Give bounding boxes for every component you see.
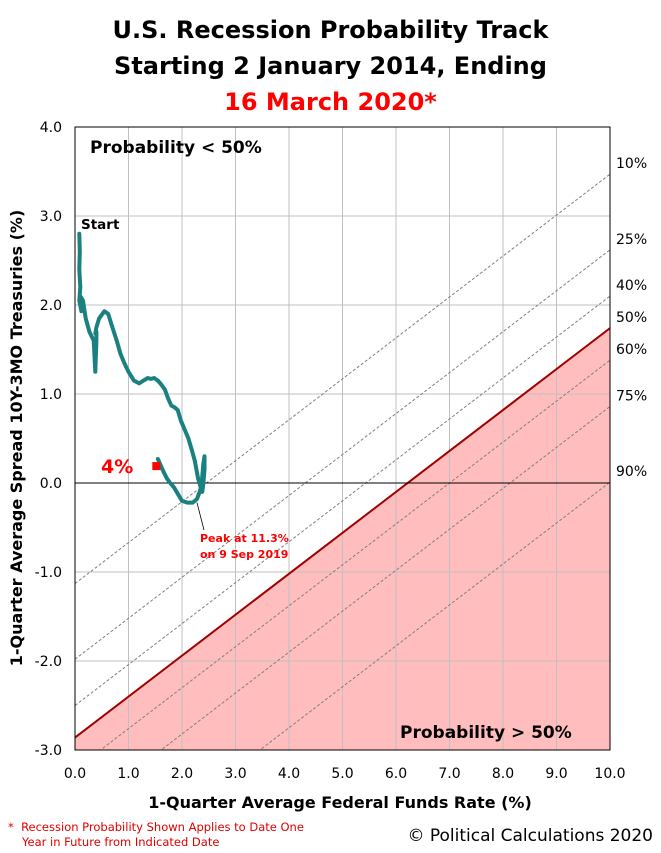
y-tick-label-7: -3.0	[35, 743, 62, 759]
contour-line-40pct	[75, 295, 610, 706]
chart-title-line-2: Starting 2 January 2014, Ending	[114, 52, 547, 80]
y-tick-label-2: 2.0	[40, 298, 62, 314]
chart-title-line-3: 16 March 2020*	[224, 88, 437, 116]
y-tick-label-4: 0.0	[40, 476, 62, 492]
contour-line-60pct	[99, 359, 610, 750]
chart-title-line-1: U.S. Recession Probability Track	[112, 16, 549, 44]
x-tick-label-4: 4.0	[278, 766, 300, 782]
peak-label-line-1: Peak at 11.3%	[200, 532, 289, 545]
lower-region-label: Probability > 50%	[400, 723, 572, 743]
copyright-text: © Political Calculations 2020	[407, 826, 653, 846]
y-tick-label-3: 1.0	[40, 387, 62, 403]
y-tick-label-6: -2.0	[35, 654, 62, 670]
x-tick-label-9: 9.0	[545, 766, 567, 782]
contour-line-25pct	[75, 249, 610, 660]
threshold-line-50pct	[75, 327, 610, 739]
x-tick-label-8: 8.0	[492, 766, 514, 782]
y-tick-label-1: 3.0	[40, 209, 62, 225]
upper-region-label: Probability < 50%	[90, 138, 262, 158]
footnote-text-1: Recession Probability Shown Applies to D…	[21, 820, 304, 834]
current-probability-label: 4%	[101, 456, 133, 478]
x-tick-label-7: 7.0	[438, 766, 460, 782]
x-tick-label-3: 3.0	[224, 766, 246, 782]
contour-label-10pct: 10%	[616, 156, 647, 172]
contour-line-90pct	[259, 481, 610, 750]
peak-leader-line	[196, 502, 205, 531]
peak-label-line-2: on 9 Sep 2019	[200, 548, 288, 561]
x-tick-label-1: 1.0	[117, 766, 139, 782]
contour-line-10pct	[75, 173, 610, 584]
probability-track-line	[77, 231, 207, 505]
contour-label-60pct: 60%	[616, 342, 647, 358]
y-tick-label-0: 4.0	[40, 120, 62, 136]
contour-line-75pct	[160, 406, 610, 750]
y-axis-title: 1-Quarter Average Spread 10Y-3MO Treasur…	[7, 210, 26, 667]
footnote-text-2: Year in Future from Indicated Date	[22, 835, 220, 849]
current-position-marker	[152, 462, 161, 471]
footnote: * Recession Probability Shown Applies to…	[8, 820, 304, 850]
start-label: Start	[81, 217, 120, 233]
contour-label-90pct: 90%	[616, 464, 647, 480]
footnote-line-1: * Recession Probability Shown Applies to…	[8, 820, 304, 835]
x-tick-label-10: 10.0	[594, 766, 625, 782]
x-tick-label-5: 5.0	[331, 766, 353, 782]
plot-frame	[74, 126, 611, 751]
contour-label-25pct: 25%	[616, 232, 647, 248]
footnote-marker: *	[8, 820, 14, 834]
x-tick-label-0: 0.0	[64, 766, 86, 782]
x-tick-label-2: 2.0	[171, 766, 193, 782]
contour-label-75pct: 75%	[616, 388, 647, 404]
contour-label-50pct: 50%	[616, 310, 647, 326]
x-axis-title: 1-Quarter Average Federal Funds Rate (%)	[148, 793, 532, 812]
contour-label-40pct: 40%	[616, 278, 647, 294]
x-tick-label-6: 6.0	[385, 766, 407, 782]
y-tick-label-5: -1.0	[35, 565, 62, 581]
